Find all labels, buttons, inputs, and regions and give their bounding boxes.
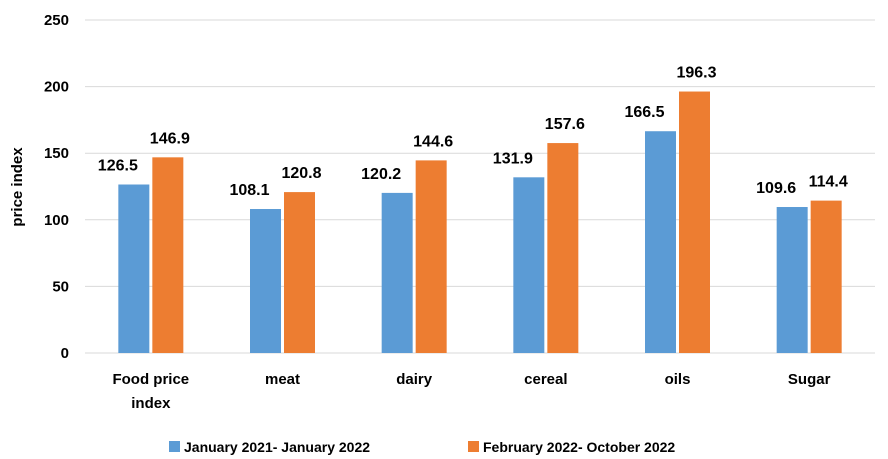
bar-series2: [284, 192, 315, 353]
bar-series1: [118, 184, 150, 353]
legend-swatch: [169, 441, 180, 452]
x-tick-label: Sugar: [788, 371, 831, 388]
data-label: 126.5: [98, 158, 138, 175]
y-axis-label: price index: [9, 147, 26, 227]
legend: January 2021- January 2022 February 2022-…: [169, 439, 675, 455]
data-label: 114.4: [809, 174, 848, 191]
y-tick-label: 200: [44, 79, 69, 96]
y-tick-label: 0: [61, 345, 69, 362]
data-labels: 126.5 146.9 108.1 120.8 120.2 144.6 131.9 157.6…: [98, 65, 848, 199]
bar-series2: [547, 143, 579, 353]
legend-label: February 2022- October 2022: [483, 439, 675, 455]
data-label: 146.9: [150, 130, 190, 147]
data-label: 166.5: [624, 104, 664, 121]
data-label: 157.6: [545, 116, 585, 133]
y-tick-label: 250: [44, 12, 69, 29]
y-tick-label: 50: [52, 278, 69, 295]
bar-series1: [513, 177, 545, 353]
bar-series2: [415, 160, 447, 353]
legend-label: January 2021- January 2022: [184, 439, 370, 455]
gridlines: [85, 19, 875, 354]
data-label: 196.3: [676, 65, 716, 82]
bar-series2: [679, 91, 710, 354]
bar-series1: [250, 209, 281, 353]
bar-series1: [381, 192, 413, 353]
data-label: 109.6: [756, 180, 796, 197]
bar-series2: [810, 200, 842, 353]
legend-swatch: [468, 441, 479, 452]
y-tick-label: 100: [44, 212, 69, 229]
y-tick-label: 150: [44, 145, 69, 162]
x-tick-label: cereal: [524, 371, 567, 388]
y-axis-ticks: 0 50 100 150 200 250: [44, 12, 69, 362]
bars: [118, 91, 842, 354]
data-label: 131.9: [493, 150, 533, 167]
data-label: 108.1: [229, 182, 269, 199]
bar-series1: [776, 207, 808, 353]
data-label: 120.2: [361, 166, 401, 183]
x-tick-label: index: [131, 395, 171, 412]
x-axis-ticks: Food price index meat dairy cereal oils Sugar: [112, 371, 830, 412]
bar-series1: [645, 131, 676, 353]
x-tick-label: meat: [265, 371, 300, 388]
data-label: 144.6: [413, 133, 453, 150]
x-tick-label: dairy: [396, 371, 433, 388]
x-tick-label: oils: [665, 371, 691, 388]
bar-series2: [152, 157, 184, 353]
data-label: 120.8: [281, 165, 321, 182]
x-tick-label: Food price: [112, 371, 189, 388]
